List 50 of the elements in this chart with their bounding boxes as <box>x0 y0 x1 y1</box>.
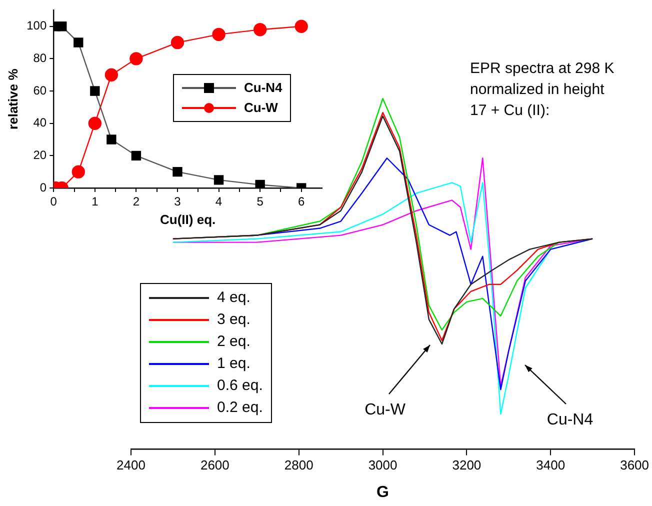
x-axis-title: Cu(II) eq. <box>160 212 216 227</box>
annotation: Cu-N4 <box>546 411 594 428</box>
y-tick-label: 40 <box>33 116 47 130</box>
x-tick-label: 2600 <box>200 458 230 473</box>
legend-label: 2 eq. <box>217 332 250 352</box>
x-tick-label: 0 <box>50 194 58 209</box>
y-tick-label: 60 <box>33 83 47 98</box>
x-tick-label: 3 <box>174 194 182 209</box>
point <box>104 68 118 82</box>
x-tick-label: 2 <box>132 194 140 209</box>
annotation: Cu-W <box>364 401 406 418</box>
x-tick-label: 3400 <box>536 458 566 473</box>
x-tick-label: 2800 <box>284 458 314 473</box>
point <box>74 38 84 48</box>
x-tick-label: 5 <box>256 194 264 209</box>
y-tick-label: 20 <box>33 148 47 162</box>
x-tick-label: 6 <box>298 194 306 209</box>
point <box>90 86 100 96</box>
point <box>253 22 267 36</box>
point <box>106 134 116 144</box>
legend-label: 1 eq. <box>217 354 250 374</box>
point <box>255 180 265 188</box>
y-axis-title: relative % <box>5 68 20 130</box>
point <box>170 36 184 50</box>
y-tick-label: 80 <box>33 51 47 66</box>
y-tick-label: 0 <box>40 180 47 194</box>
point <box>57 22 67 32</box>
point <box>294 20 308 33</box>
point <box>214 175 224 185</box>
point <box>88 116 102 130</box>
x-tick-label: 1 <box>92 194 99 209</box>
point <box>212 28 226 42</box>
legend-label: 4 eq. <box>217 288 250 308</box>
point <box>130 52 143 66</box>
legend-label: 0.6 eq. <box>217 376 263 396</box>
x-tick-label: 2400 <box>116 458 146 473</box>
legend-label: Cu-N4 <box>244 79 282 97</box>
point <box>72 165 85 178</box>
x-axis-title: G <box>376 484 389 501</box>
legend-label: 3 eq. <box>217 310 250 330</box>
x-tick-label: 3600 <box>620 458 649 473</box>
legend-label: 0.2 eq. <box>217 398 263 418</box>
point <box>172 166 182 177</box>
x-tick-label: 4 <box>215 194 222 209</box>
x-tick-label: 3000 <box>368 458 398 473</box>
point <box>131 150 142 161</box>
chart-title: EPR spectra at 298 K normalized in height 17 + Cu (II): <box>470 59 614 121</box>
legend-label: Cu-W <box>244 99 278 117</box>
y-tick-label: 100 <box>26 18 47 33</box>
x-tick-label: 3200 <box>452 458 482 473</box>
